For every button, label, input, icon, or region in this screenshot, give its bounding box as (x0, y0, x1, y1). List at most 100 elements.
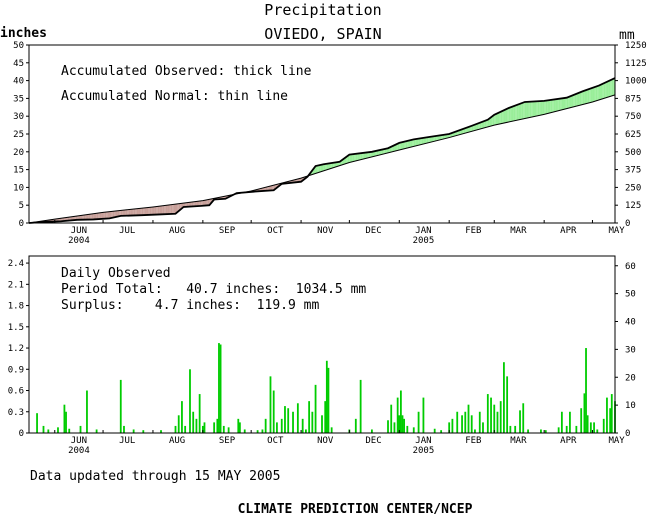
deficit-area (152, 206, 155, 215)
daily-bar (57, 427, 59, 433)
deficit-area (183, 202, 186, 207)
surplus-area (561, 98, 564, 110)
daily-bar (276, 422, 278, 433)
surplus-area (383, 148, 385, 155)
chart-title: Precipitation (264, 1, 381, 19)
surplus-area (503, 109, 506, 124)
daily-bar (123, 425, 125, 433)
surplus-area (507, 108, 509, 123)
deficit-area (193, 201, 195, 207)
daily-bar (195, 418, 198, 433)
deficit-area (146, 207, 149, 215)
surplus-area (326, 163, 329, 170)
daily-bar (213, 422, 216, 433)
surplus-area (550, 99, 553, 113)
deficit-area (111, 211, 113, 219)
daily-bar (296, 403, 299, 433)
x-tick-label: AUG (169, 436, 185, 446)
surplus-area (529, 101, 532, 118)
deficit-area (140, 208, 142, 216)
surplus-area (400, 142, 403, 150)
daily-bar (184, 425, 187, 433)
daily-bar (482, 422, 484, 433)
surplus-area (553, 99, 556, 112)
surplus-area (354, 153, 356, 162)
surplus-area (423, 137, 426, 144)
daily-bar (95, 429, 98, 433)
daily-bar (311, 411, 314, 433)
y2-tick-label: 1250 (625, 41, 647, 51)
daily-bar (503, 362, 505, 433)
surplus-area (495, 113, 498, 125)
daily-bar (222, 425, 225, 433)
surplus-area (518, 103, 521, 120)
surplus-area (399, 142, 401, 151)
deficit-area (189, 202, 192, 207)
surplus-area (479, 122, 482, 130)
y2-tick-label: 0 (625, 429, 630, 439)
surplus-area (605, 81, 607, 98)
surplus-area (379, 149, 382, 155)
surplus-area (542, 100, 545, 115)
surplus-area (537, 101, 540, 116)
deficit-area (86, 214, 89, 220)
deficit-area (101, 212, 104, 219)
deficit-area (128, 209, 131, 216)
daily-bar (142, 430, 145, 433)
daily-bar (203, 422, 206, 433)
accumulated-panel: 0510152025303540455001252503755006257508… (13, 41, 647, 246)
surplus-area (505, 108, 508, 123)
deficit-area (202, 200, 205, 206)
surplus-area (381, 149, 384, 155)
daily-bar (160, 430, 162, 433)
surplus-area (367, 152, 369, 159)
right-unit-label: mm (619, 28, 635, 43)
daily-bar (399, 390, 402, 433)
x-tick-label: SEP (219, 226, 236, 236)
deficit-area (138, 208, 141, 216)
surplus-area (359, 153, 361, 161)
daily-bar (456, 411, 459, 433)
x-tick-label: JUL (119, 436, 135, 446)
y2-tick-label: 625 (625, 130, 641, 140)
daily-frame (28, 255, 616, 434)
deficit-area (135, 208, 137, 216)
deficit-area (117, 210, 120, 217)
daily-bar (354, 418, 357, 433)
surplus-area (520, 103, 522, 120)
x-tick-label: MAY (608, 436, 625, 446)
x-tick-year: 2004 (68, 236, 90, 246)
deficit-area (162, 205, 165, 215)
surplus-area (532, 101, 535, 117)
daily-bar (201, 425, 204, 433)
surplus-area (368, 152, 371, 158)
surplus-area (552, 99, 554, 113)
daily-bar (514, 425, 517, 433)
surplus-area (323, 164, 326, 171)
y-tick-label: 0.6 (8, 387, 24, 397)
y-tick-label: 2.1 (8, 280, 24, 290)
daily-bar (610, 394, 613, 433)
deficit-area (82, 215, 84, 220)
deficit-area (156, 206, 158, 215)
daily-bar (593, 422, 595, 433)
surplus-area (470, 125, 472, 132)
daily-bar (565, 425, 568, 433)
surplus-area (590, 87, 593, 103)
daily-bar (422, 397, 425, 433)
daily-bar (451, 418, 454, 433)
surplus-area (362, 152, 364, 160)
daily-period-total: Period Total: 40.7 inches: 1034.5 mm (61, 282, 366, 297)
x-tick-label: SEP (219, 436, 236, 446)
y-tick-label: 50 (13, 41, 24, 51)
surplus-area (468, 126, 471, 133)
daily-bar (490, 397, 492, 433)
surplus-area (402, 141, 405, 150)
surplus-area (484, 120, 487, 128)
x-tick-label: APR (560, 226, 577, 236)
daily-bar (412, 427, 415, 433)
daily-bar (243, 429, 246, 433)
deficit-area (125, 209, 128, 216)
deficit-area (204, 199, 207, 206)
